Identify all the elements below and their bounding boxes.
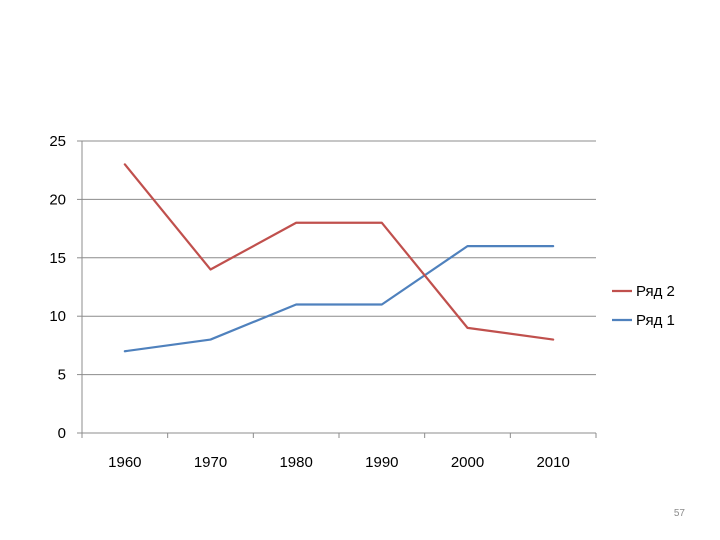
x-tick-label: 1980 <box>279 454 312 471</box>
x-tick-label: 1990 <box>365 454 398 471</box>
x-tick-label: 2000 <box>451 454 484 471</box>
legend-label: Ряд 1 <box>636 312 675 329</box>
x-tick-label: 1970 <box>194 454 227 471</box>
y-axis-ticks: 0 5 10 15 20 25 <box>49 133 66 442</box>
gridlines <box>82 140 596 376</box>
x-axis-ticks: 1960 1970 1980 1990 2000 2010 <box>108 454 570 471</box>
axes <box>77 140 597 438</box>
y-tick-label: 20 <box>49 191 66 208</box>
series-lines <box>123 163 555 353</box>
legend-label: Ряд 2 <box>636 283 675 300</box>
x-tick-label: 2010 <box>536 454 569 471</box>
y-tick-label: 0 <box>58 425 66 442</box>
y-tick-label: 25 <box>49 133 66 150</box>
y-tick-label: 10 <box>49 308 66 325</box>
page-number: 57 <box>673 508 685 519</box>
series-line <box>123 245 555 353</box>
x-tick-label: 1960 <box>108 454 141 471</box>
series-line <box>123 163 555 341</box>
legend: Ряд 2 Ряд 1 <box>612 283 675 329</box>
y-tick-label: 15 <box>49 250 66 267</box>
y-tick-label: 5 <box>58 367 66 384</box>
